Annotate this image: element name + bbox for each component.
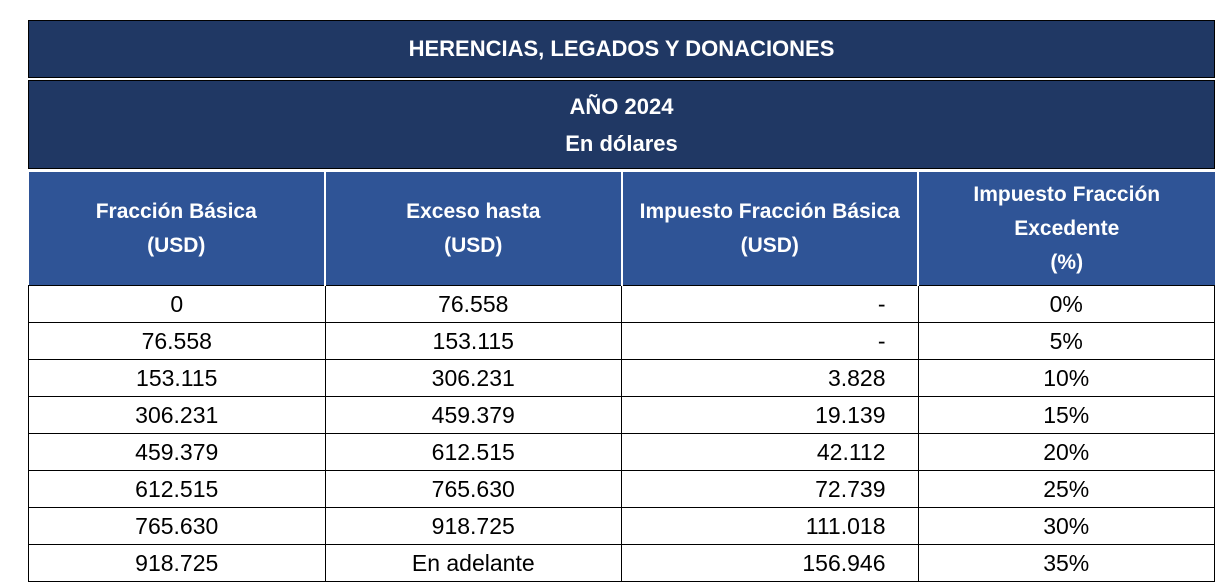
column-header-line: Fracción Básica — [95, 199, 257, 223]
table-cell: 25% — [917, 470, 1215, 508]
table-body: 0 76.558-0% 76.558 153.115-5% 153.115 306.231… — [28, 285, 1215, 582]
table-cell: 612.515 — [28, 470, 326, 508]
table-row: 765.630 918.725 111.018 30% — [28, 507, 1215, 545]
table-row: 0 76.558-0% — [28, 285, 1215, 323]
table-cell: 0% — [917, 285, 1215, 323]
column-header: Exceso hasta (USD) — [324, 172, 622, 286]
table-cell: 111.018 — [621, 507, 919, 545]
column-header-line: (USD) — [444, 233, 503, 257]
table-cell: 35% — [917, 544, 1215, 582]
table-cell: 459.379 — [324, 396, 622, 434]
table-cell: 153.115 — [28, 359, 326, 397]
table-row: 459.379 612.515 42.112 20% — [28, 433, 1215, 471]
table-cell: 76.558 — [324, 285, 622, 323]
subtitle-line: En dólares — [565, 130, 678, 156]
column-header: Fracción Básica (USD) — [28, 172, 325, 286]
table-cell: 10% — [917, 359, 1215, 397]
table-cell: 612.515 — [324, 433, 622, 471]
column-header-line: (%) — [1050, 250, 1084, 274]
table-cell: 765.630 — [28, 507, 326, 545]
subtitle-line: AÑO 2024 — [569, 93, 674, 119]
table-cell: 5% — [917, 322, 1215, 360]
table-cell: 19.139 — [621, 396, 919, 434]
table-cell: 306.231 — [28, 396, 326, 434]
table-cell: - — [621, 322, 919, 360]
column-header: Impuesto Fracción Excedente (%) — [917, 172, 1215, 286]
subtitle: AÑO 2024 En dólares — [28, 80, 1215, 169]
table-cell: 42.112 — [621, 433, 919, 471]
column-header: Impuesto Fracción Básica (USD) — [620, 172, 918, 286]
table-row: 153.115 306.231 3.828 10% — [28, 359, 1215, 397]
table-cell: 156.946 — [621, 544, 919, 582]
table-row: 918.725 En adelante 156.946 35% — [28, 544, 1215, 582]
table-row: 76.558 153.115-5% — [28, 322, 1215, 360]
table-cell: 3.828 — [621, 359, 919, 397]
tax-table: Fracción Básica (USD) Exceso hasta (USD) Imp… — [28, 172, 1215, 582]
column-header-line: Impuesto Fracción Básica — [639, 199, 900, 223]
table-cell: 918.725 — [28, 544, 326, 582]
table-cell: - — [621, 285, 919, 323]
table-cell: 153.115 — [324, 322, 622, 360]
table-cell: 15% — [917, 396, 1215, 434]
column-header-line: Excedente — [1014, 216, 1120, 240]
column-header-line: Exceso hasta — [406, 199, 541, 223]
table-cell: 306.231 — [324, 359, 622, 397]
table-cell: 76.558 — [28, 322, 326, 360]
table-cell: 0 — [28, 285, 326, 323]
column-header-line: (USD) — [147, 233, 206, 257]
table-cell: En adelante — [324, 544, 622, 582]
table-cell: 765.630 — [324, 470, 622, 508]
table-container: HERENCIAS, LEGADOS Y DONACIONES AÑO 2024… — [28, 20, 1215, 582]
table-cell: 20% — [917, 433, 1215, 471]
header-row: Fracción Básica (USD) Exceso hasta (USD) Imp… — [28, 172, 1215, 286]
table-cell: 459.379 — [28, 433, 326, 471]
table-row: 306.231 459.379 19.139 15% — [28, 396, 1215, 434]
column-header-line: Impuesto Fracción — [973, 182, 1161, 206]
table-cell: 30% — [917, 507, 1215, 545]
table-row: 612.515 765.630 72.739 25% — [28, 470, 1215, 508]
table-cell: 72.739 — [621, 470, 919, 508]
title: HERENCIAS, LEGADOS Y DONACIONES — [28, 20, 1215, 78]
table-cell: 918.725 — [324, 507, 622, 545]
column-header-line: (USD) — [740, 233, 799, 257]
